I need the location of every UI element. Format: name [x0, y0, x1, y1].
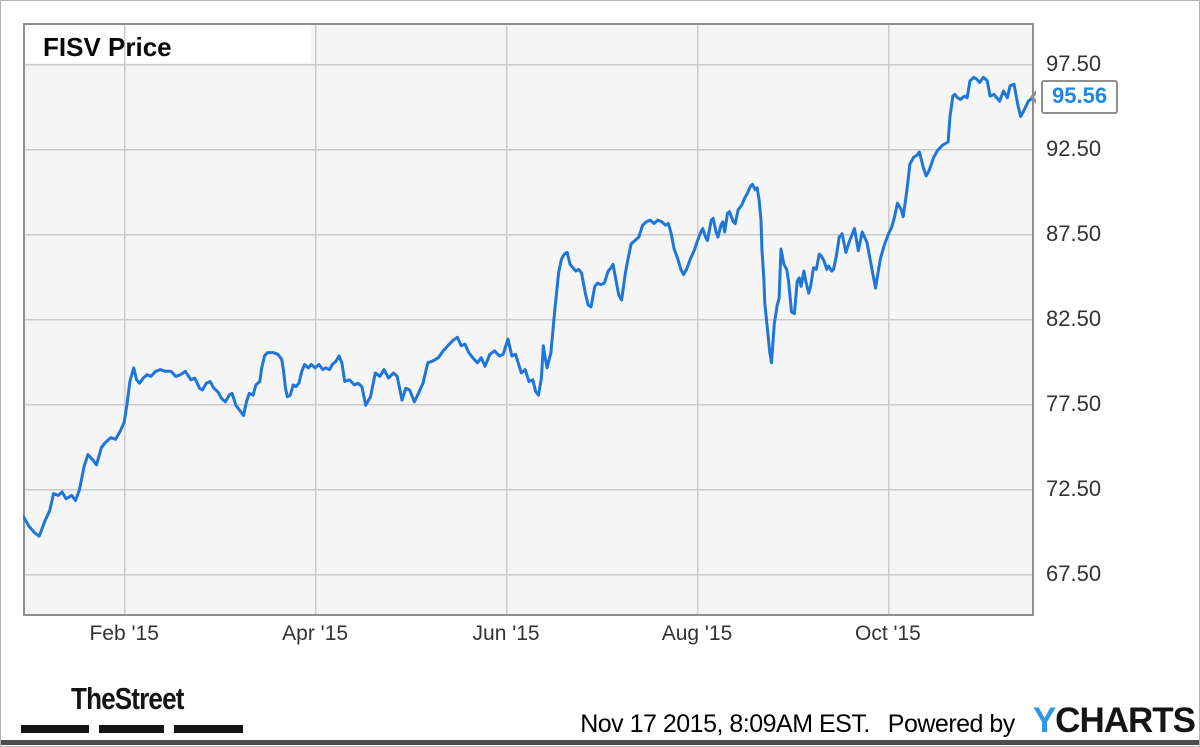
thestreet-logo-bars	[21, 725, 243, 733]
plot-border	[23, 23, 1034, 616]
ycharts-logo-y: Y	[1032, 701, 1056, 740]
y-tick-label: 87.50	[1046, 220, 1102, 246]
bottom-border-bar	[1, 740, 1199, 745]
thestreet-logo-bar	[99, 725, 164, 733]
y-tick-label: 67.50	[1046, 560, 1102, 586]
thestreet-logo: TheStreet	[71, 681, 184, 716]
y-tick-label: 82.50	[1046, 305, 1102, 331]
thestreet-logo-bar	[21, 725, 89, 733]
chart-title: FISV Price	[43, 32, 172, 62]
title-backdrop	[24, 24, 311, 63]
last-price-callout: 95.56	[1029, 79, 1119, 114]
x-tick-label: Apr '15	[282, 622, 349, 645]
x-tick-label: Aug '15	[661, 622, 733, 645]
x-tick-label: Jun '15	[472, 622, 540, 645]
powered-by-label: Powered by	[887, 710, 1016, 738]
x-tick-label: Oct '15	[854, 622, 921, 645]
last-price-value: 95.56	[1052, 82, 1108, 108]
price-chart-svg	[23, 23, 1034, 616]
y-tick-label: 92.50	[1046, 135, 1102, 161]
y-tick-label: 97.50	[1046, 50, 1102, 76]
y-tick-label: 72.50	[1046, 475, 1102, 501]
ycharts-logo: YCHARTS	[1032, 701, 1196, 741]
footer-attribution: Nov 17 2015, 8:09AM EST. Powered by YCHA…	[580, 701, 1196, 741]
y-tick-label: 77.50	[1046, 390, 1102, 416]
x-tick-label: Feb '15	[89, 622, 159, 645]
price-line	[23, 75, 1034, 538]
ycharts-logo-rest: CHARTS	[1055, 701, 1196, 740]
timestamp: Nov 17 2015, 8:09AM EST.	[580, 710, 870, 738]
thestreet-logo-bar	[174, 725, 243, 733]
